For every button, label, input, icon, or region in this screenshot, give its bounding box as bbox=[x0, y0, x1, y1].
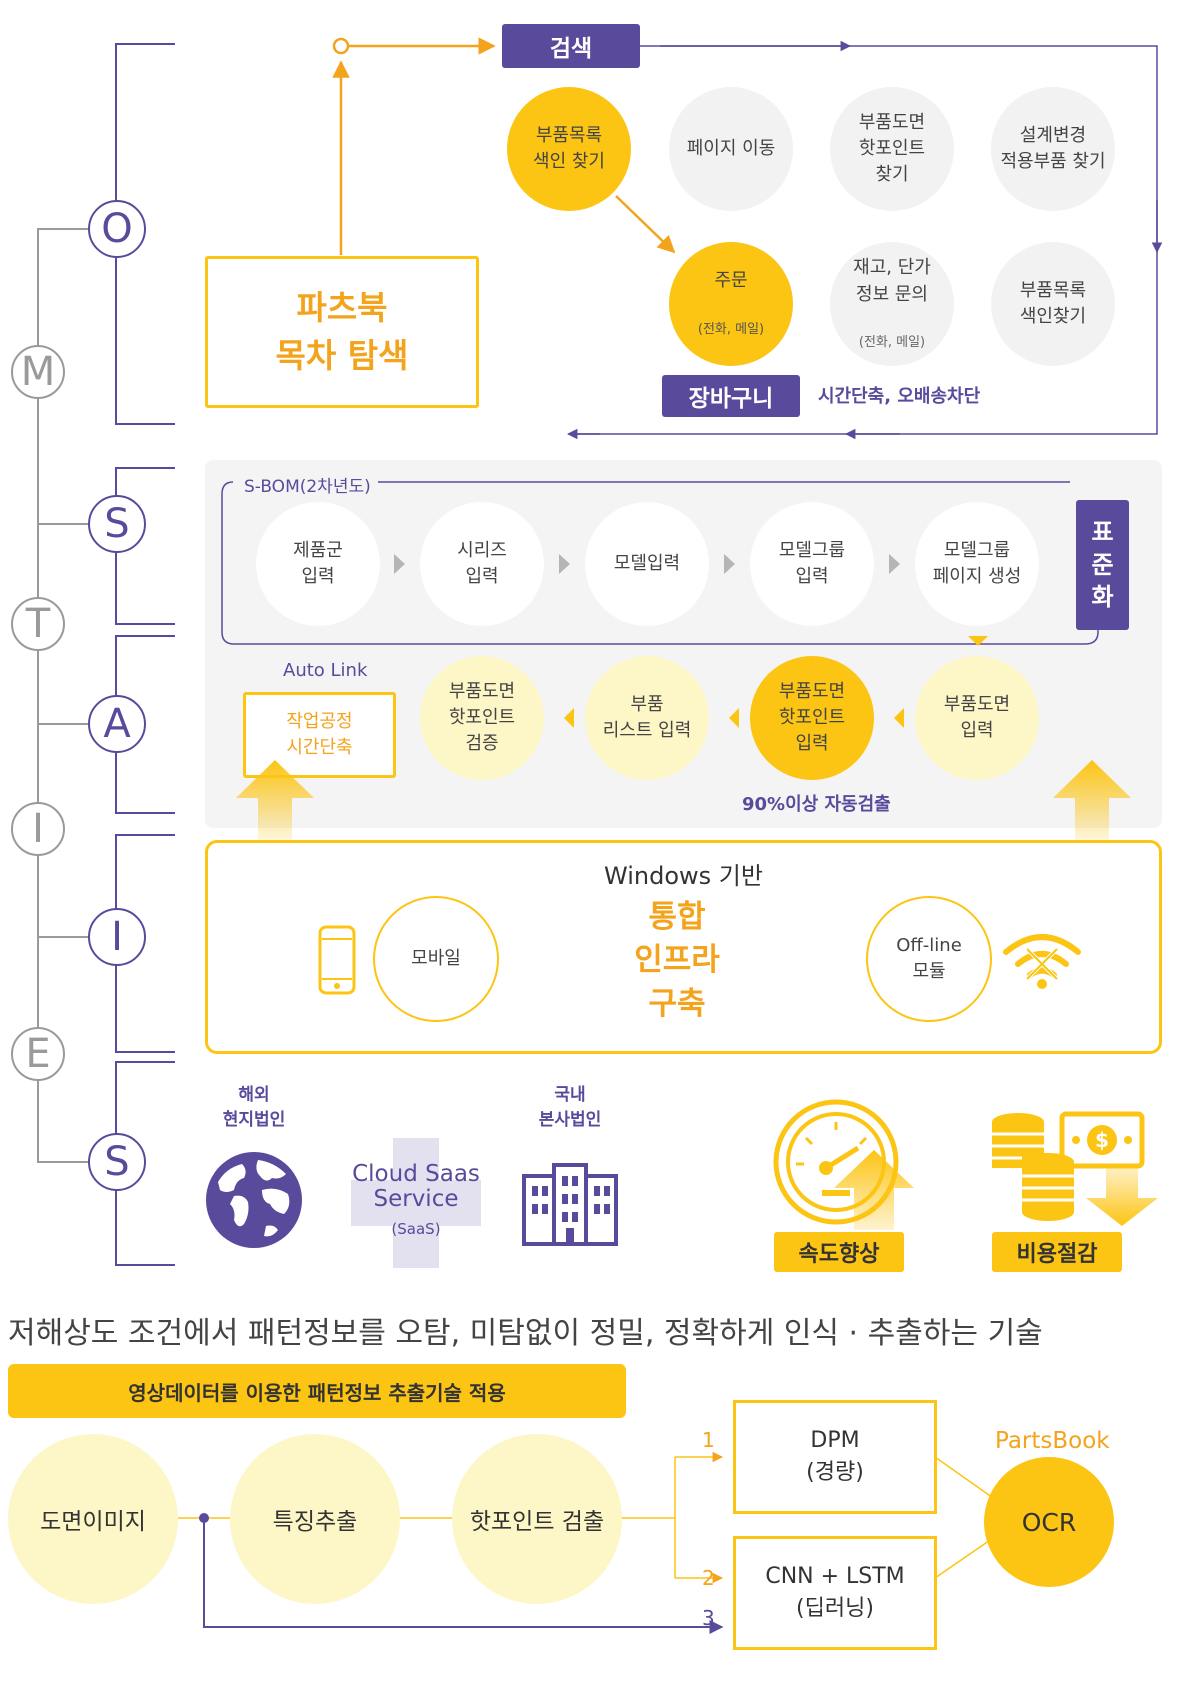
mobile-circle: 모바일 bbox=[373, 896, 499, 1022]
path-number-3: 3 bbox=[702, 1606, 715, 1630]
cart-tag: 장바구니 bbox=[662, 375, 800, 417]
standardization-tag: 표 준 화 bbox=[1076, 500, 1129, 630]
letter-s: S bbox=[88, 495, 146, 553]
svg-text:$: $ bbox=[1095, 1128, 1109, 1152]
auto-detect-note: 90%이상 자동검출 bbox=[742, 794, 891, 815]
up-arrow-right-icon bbox=[1053, 760, 1131, 840]
page-move-circle: 페이지 이동 bbox=[669, 87, 793, 211]
coins-money-icon: $ bbox=[992, 1111, 1158, 1226]
globe-icon bbox=[206, 1152, 302, 1248]
building-icon bbox=[522, 1163, 618, 1246]
sbom-step-2: 시리즈 입력 bbox=[420, 502, 544, 626]
cnn-lstm-box: CNN + LSTM (딥러닝) bbox=[733, 1536, 937, 1650]
letter-s2: S bbox=[88, 1133, 146, 1191]
up-arrow-left-icon bbox=[236, 760, 314, 840]
letter-o: O bbox=[88, 200, 146, 258]
overseas-label: 해외 현지법인 bbox=[222, 1085, 286, 1130]
stock-price-circle: 재고, 단가 정보 문의 (전화, 메일) bbox=[830, 242, 954, 366]
letter-e: E bbox=[11, 1027, 65, 1081]
integrated-infra-text: 통합 인프라 구축 bbox=[634, 899, 720, 1022]
path-number-2: 2 bbox=[702, 1566, 715, 1590]
cost-reduction-label: 비용절감 bbox=[992, 1232, 1122, 1272]
a-step-list-input: 부품 리스트 입력 bbox=[585, 656, 709, 780]
path-number-1: 1 bbox=[702, 1428, 715, 1452]
auto-link-box-text: 작업공정 시간단축 bbox=[286, 710, 353, 758]
bottom-banner: 영상데이터를 이용한 패턴정보 추출기술 적용 bbox=[8, 1364, 626, 1418]
hotpoint-detection-circle: 핫포인트 검출 bbox=[452, 1434, 622, 1604]
parts-index-circle: 부품목록 색인찾기 bbox=[991, 242, 1115, 366]
design-change-circle: 설계변경 적용부품 찾기 bbox=[991, 87, 1115, 211]
cloud-saas-label: Cloud Saas Service bbox=[352, 1161, 480, 1213]
letter-m: M bbox=[11, 345, 65, 399]
search-tag: 검색 bbox=[502, 24, 640, 68]
a-step-hotpoint-input: 부품도면 핫포인트 입력 bbox=[750, 656, 874, 780]
ocr-circle: OCR bbox=[984, 1457, 1114, 1587]
speed-up-label: 속도향상 bbox=[774, 1232, 904, 1272]
sbom-label: S-BOM(2차년도) bbox=[240, 472, 375, 497]
parts-list-index-circle: 부품목록 색인 찾기 bbox=[507, 87, 631, 211]
drawing-hotpoint-circle: 부품도면 핫포인트 찾기 bbox=[830, 87, 954, 211]
letter-i: I bbox=[88, 908, 146, 966]
partsbook-toc-text: 파츠북 목차 탐색 bbox=[275, 288, 409, 375]
a-step-verify: 부품도면 핫포인트 검증 bbox=[420, 656, 544, 780]
letter-a: A bbox=[88, 695, 146, 753]
infra-box bbox=[205, 840, 1162, 1054]
partsbook-toc-box: 파츠북 목차 탐색 bbox=[205, 256, 479, 408]
dpm-box: DPM (경량) bbox=[733, 1400, 937, 1514]
letter-i-small: I bbox=[11, 802, 65, 856]
offline-module-circle: Off-line 모듈 bbox=[866, 896, 992, 1022]
sbom-step-4: 모델그룹 입력 bbox=[750, 502, 874, 626]
domestic-label: 국내 본사법인 bbox=[538, 1085, 602, 1130]
a-step-drawing-input: 부품도면 입력 bbox=[915, 656, 1039, 780]
cloud-cross-icon bbox=[351, 1138, 481, 1268]
auto-link-box: 작업공정 시간단축 bbox=[243, 692, 396, 778]
auto-link-label: Auto Link bbox=[283, 660, 368, 681]
partsbook-label: PartsBook bbox=[995, 1428, 1110, 1454]
sbom-step-1: 제품군 입력 bbox=[256, 502, 380, 626]
cart-note: 시간단축, 오배송차단 bbox=[818, 386, 981, 407]
letter-t: T bbox=[11, 597, 65, 651]
wifi-off-icon bbox=[1003, 934, 1081, 989]
order-circle: 주문 (전화, 메일) bbox=[669, 242, 793, 366]
speedometer-icon bbox=[773, 1099, 914, 1230]
cloud-saas-sub: (SaaS) bbox=[391, 1220, 441, 1238]
smartphone-icon bbox=[318, 925, 356, 995]
drawing-image-circle: 도면이미지 bbox=[8, 1434, 178, 1604]
feature-extraction-circle: 특징추출 bbox=[230, 1434, 400, 1604]
bottom-heading: 저해상도 조건에서 패턴정보를 오탐, 미탐없이 정밀, 정확하게 인식 · 추… bbox=[8, 1316, 1043, 1351]
infra-title: Windows 기반 bbox=[604, 862, 763, 890]
sbom-step-3: 모델입력 bbox=[585, 502, 709, 626]
sbom-step-5: 모델그룹 페이지 생성 bbox=[915, 502, 1039, 626]
